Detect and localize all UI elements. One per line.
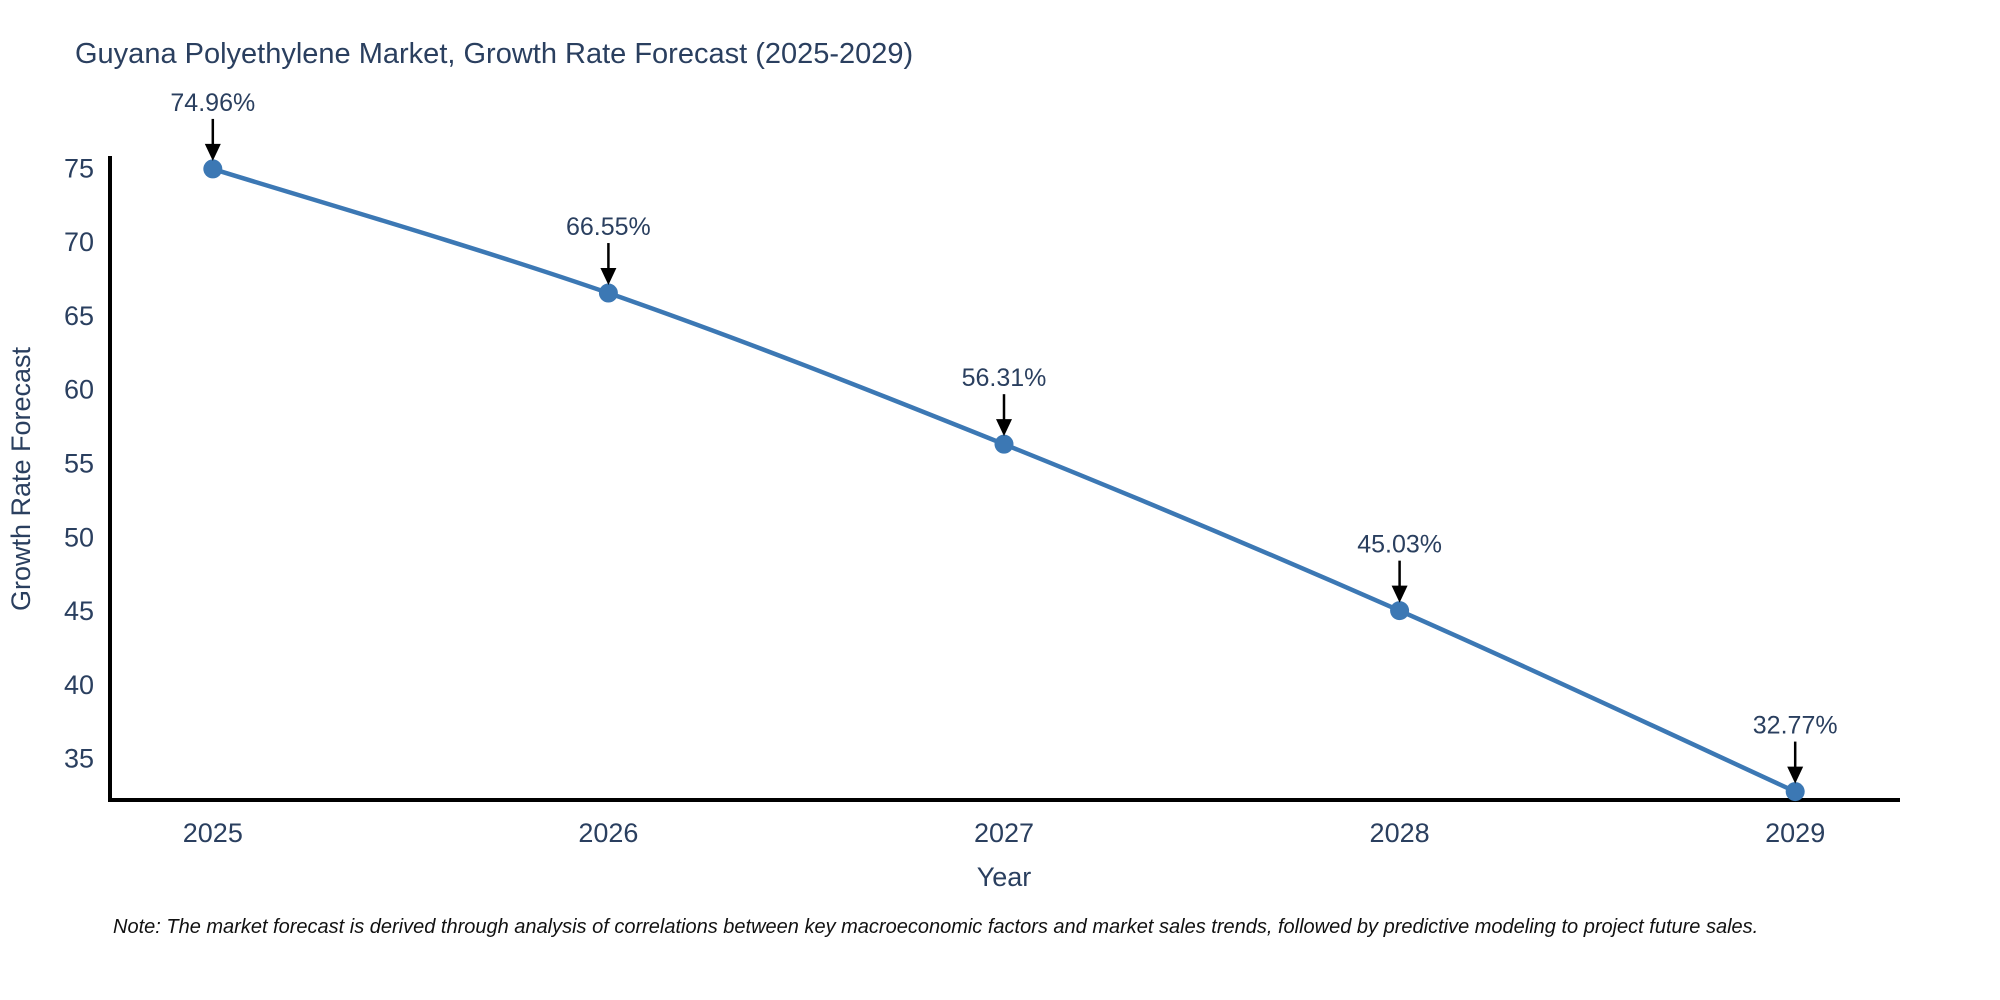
x-tick-label: 2028 — [1370, 818, 1430, 848]
annotation-label: 74.96% — [170, 89, 255, 117]
annotation-arrow-head — [600, 268, 617, 286]
y-tick-label: 65 — [64, 301, 94, 331]
y-tick-label: 45 — [64, 596, 94, 626]
annotation-label: 32.77% — [1753, 712, 1838, 740]
axis-lines — [108, 156, 1900, 802]
data-point-marker — [203, 159, 223, 179]
y-tick-label: 50 — [64, 522, 94, 552]
y-tick-label: 75 — [64, 153, 94, 183]
data-point-marker — [994, 434, 1014, 454]
y-tick-label: 70 — [64, 227, 94, 257]
trend-line — [212, 166, 1797, 794]
annotation-label: 45.03% — [1357, 531, 1442, 559]
annotation-arrow-head — [996, 419, 1012, 437]
data-point-marker — [1390, 601, 1410, 621]
annotation-label: 56.31% — [962, 364, 1047, 392]
data-point-marker — [598, 283, 618, 303]
data-point-marker — [1785, 782, 1805, 802]
x-tick-label: 2025 — [183, 818, 243, 848]
footnote-text: Note: The market forecast is derived thr… — [113, 916, 1759, 938]
x-tick-label: 2029 — [1765, 818, 1825, 848]
x-axis-title: Year — [977, 862, 1032, 892]
y-tick-label: 35 — [64, 744, 94, 774]
x-tick-label: 2027 — [974, 818, 1034, 848]
annotation-arrow-head — [204, 143, 221, 161]
y-tick-label: 40 — [64, 670, 94, 700]
x-tick-label: 2026 — [578, 818, 638, 848]
chart-title: Guyana Polyethylene Market, Growth Rate … — [75, 38, 914, 70]
y-axis-title: Growth Rate Forecast — [6, 346, 36, 611]
annotation-label: 66.55% — [566, 213, 651, 241]
annotation-arrow-head — [1787, 766, 1804, 784]
annotation-arrow-head — [1391, 585, 1408, 603]
y-tick-label: 55 — [64, 449, 94, 479]
y-tick-label: 60 — [64, 375, 94, 405]
